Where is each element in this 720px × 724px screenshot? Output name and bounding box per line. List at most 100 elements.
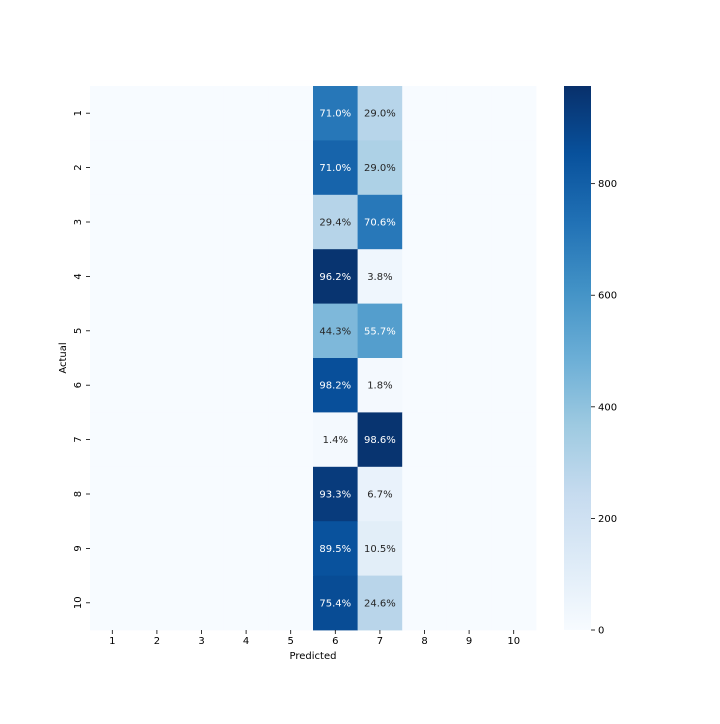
heatmap-cell: [134, 86, 180, 141]
heatmap-cell: [268, 194, 314, 250]
cell-annotations: 71.0% 29.0% 71.0% 29.0% 29.4% 70.6% 96.2% 3.8% 4…: [319, 109, 395, 610]
x-axis-title: Predicted: [290, 651, 337, 662]
heatmap-cell: [402, 358, 448, 413]
cell-annotation: 44.3%: [319, 326, 351, 337]
heatmap-cells: [90, 86, 537, 631]
heatmap-cell: [90, 412, 135, 468]
heatmap-cell: [179, 575, 225, 631]
heatmap-cell: [313, 412, 358, 468]
heatmap-cell: [134, 466, 180, 522]
heatmap-cell: [446, 140, 492, 196]
heatmap-cell: [357, 194, 403, 250]
heatmap-cell: [402, 86, 448, 141]
heatmap-cell: [90, 358, 135, 413]
cell-annotation: 1.8%: [367, 381, 392, 392]
heatmap-cell: [357, 140, 403, 196]
cell-annotation: 71.0%: [319, 163, 351, 174]
y-axis-title: Actual: [58, 342, 69, 373]
y-tick-label: 3: [73, 219, 84, 225]
heatmap-cell: [268, 521, 314, 576]
x-tick-label: 10: [507, 636, 520, 647]
cell-annotation: 24.6%: [364, 598, 396, 609]
heatmap-cell: [402, 466, 448, 522]
heatmap-cell: [90, 194, 135, 250]
heatmap-cell: [357, 86, 403, 141]
heatmap-cell: [313, 249, 358, 304]
heatmap-cell: [90, 249, 135, 304]
heatmap-cell: [134, 249, 180, 304]
cell-annotation: 98.6%: [364, 435, 396, 446]
heatmap-cell: [446, 521, 492, 576]
heatmap-cell: [446, 249, 492, 304]
heatmap-cell: [446, 194, 492, 250]
cell-annotation: 10.5%: [364, 544, 396, 555]
heatmap-cell: [357, 521, 403, 576]
heatmap-cell: [134, 140, 180, 196]
cell-annotation: 75.4%: [319, 598, 351, 609]
heatmap-cell: [179, 194, 225, 250]
heatmap-cell: [268, 466, 314, 522]
heatmap-cell: [402, 140, 448, 196]
y-tick-label: 6: [73, 382, 84, 388]
heatmap-cell: [268, 249, 314, 304]
heatmap-cell: [357, 575, 403, 631]
heatmap-cell: [223, 575, 269, 631]
heatmap-cell: [313, 521, 358, 576]
heatmap-cell: [446, 466, 492, 522]
heatmap-cell: [313, 194, 358, 250]
y-tick-label: 7: [73, 436, 84, 442]
heatmap-cell: [223, 303, 269, 359]
cell-annotation: 29.0%: [364, 163, 396, 174]
heatmap-cell: [402, 194, 448, 250]
heatmap-cell: [179, 86, 225, 141]
heatmap-cell: [313, 575, 358, 631]
heatmap-cell: [268, 140, 314, 196]
heatmap-cell: [90, 466, 135, 522]
heatmap-cell: [223, 521, 269, 576]
heatmap-cell: [268, 575, 314, 631]
cell-annotation: 70.6%: [364, 218, 396, 229]
cell-annotation: 71.0%: [319, 109, 351, 120]
heatmap-cell: [179, 358, 225, 413]
x-tick-label: 1: [109, 636, 115, 647]
heatmap-cell: [446, 358, 492, 413]
heatmap-cell: [223, 140, 269, 196]
heatmap-cell: [134, 521, 180, 576]
heatmap-cell: [402, 412, 448, 468]
heatmap-cell: [268, 86, 314, 141]
heatmap-cell: [491, 303, 537, 359]
heatmap-cell: [90, 303, 135, 359]
x-axis: 1 2 3 4 5 6 7 8 9 10: [109, 630, 520, 647]
heatmap-cell: [223, 86, 269, 141]
heatmap-cell: [268, 303, 314, 359]
y-tick-label: 8: [73, 491, 84, 497]
heatmap-cell: [491, 194, 537, 250]
heatmap-cell: [357, 412, 403, 468]
heatmap-cell: [90, 521, 135, 576]
cell-annotation: 29.0%: [364, 109, 396, 120]
heatmap-cell: [357, 249, 403, 304]
y-tick-label: 4: [73, 273, 84, 279]
heatmap-cell: [446, 412, 492, 468]
heatmap-cell: [402, 575, 448, 631]
heatmap-cell: [90, 575, 135, 631]
heatmap-cell: [179, 521, 225, 576]
heatmap-cell: [134, 575, 180, 631]
cell-annotation: 96.2%: [319, 272, 351, 283]
y-axis: 1 2 3 4 5 6 7 8 9 10: [73, 110, 90, 609]
x-tick-label: 6: [332, 636, 338, 647]
heatmap-cell: [268, 412, 314, 468]
colorbar-tick-label: 800: [598, 179, 617, 190]
heatmap-cell: [357, 358, 403, 413]
heatmap-cell: [134, 194, 180, 250]
heatmap-cell: [134, 412, 180, 468]
cell-annotation: 1.4%: [323, 435, 348, 446]
heatmap-cell: [357, 466, 403, 522]
colorbar-tick-label: 600: [598, 291, 617, 302]
colorbar-ticks: 0 200 400 600 800: [591, 179, 617, 637]
colorbar-tick-label: 0: [598, 626, 604, 637]
colorbar-tick-label: 200: [598, 514, 617, 525]
y-tick-label: 5: [73, 328, 84, 334]
heatmap-cell: [313, 140, 358, 196]
heatmap-cell: [446, 86, 492, 141]
